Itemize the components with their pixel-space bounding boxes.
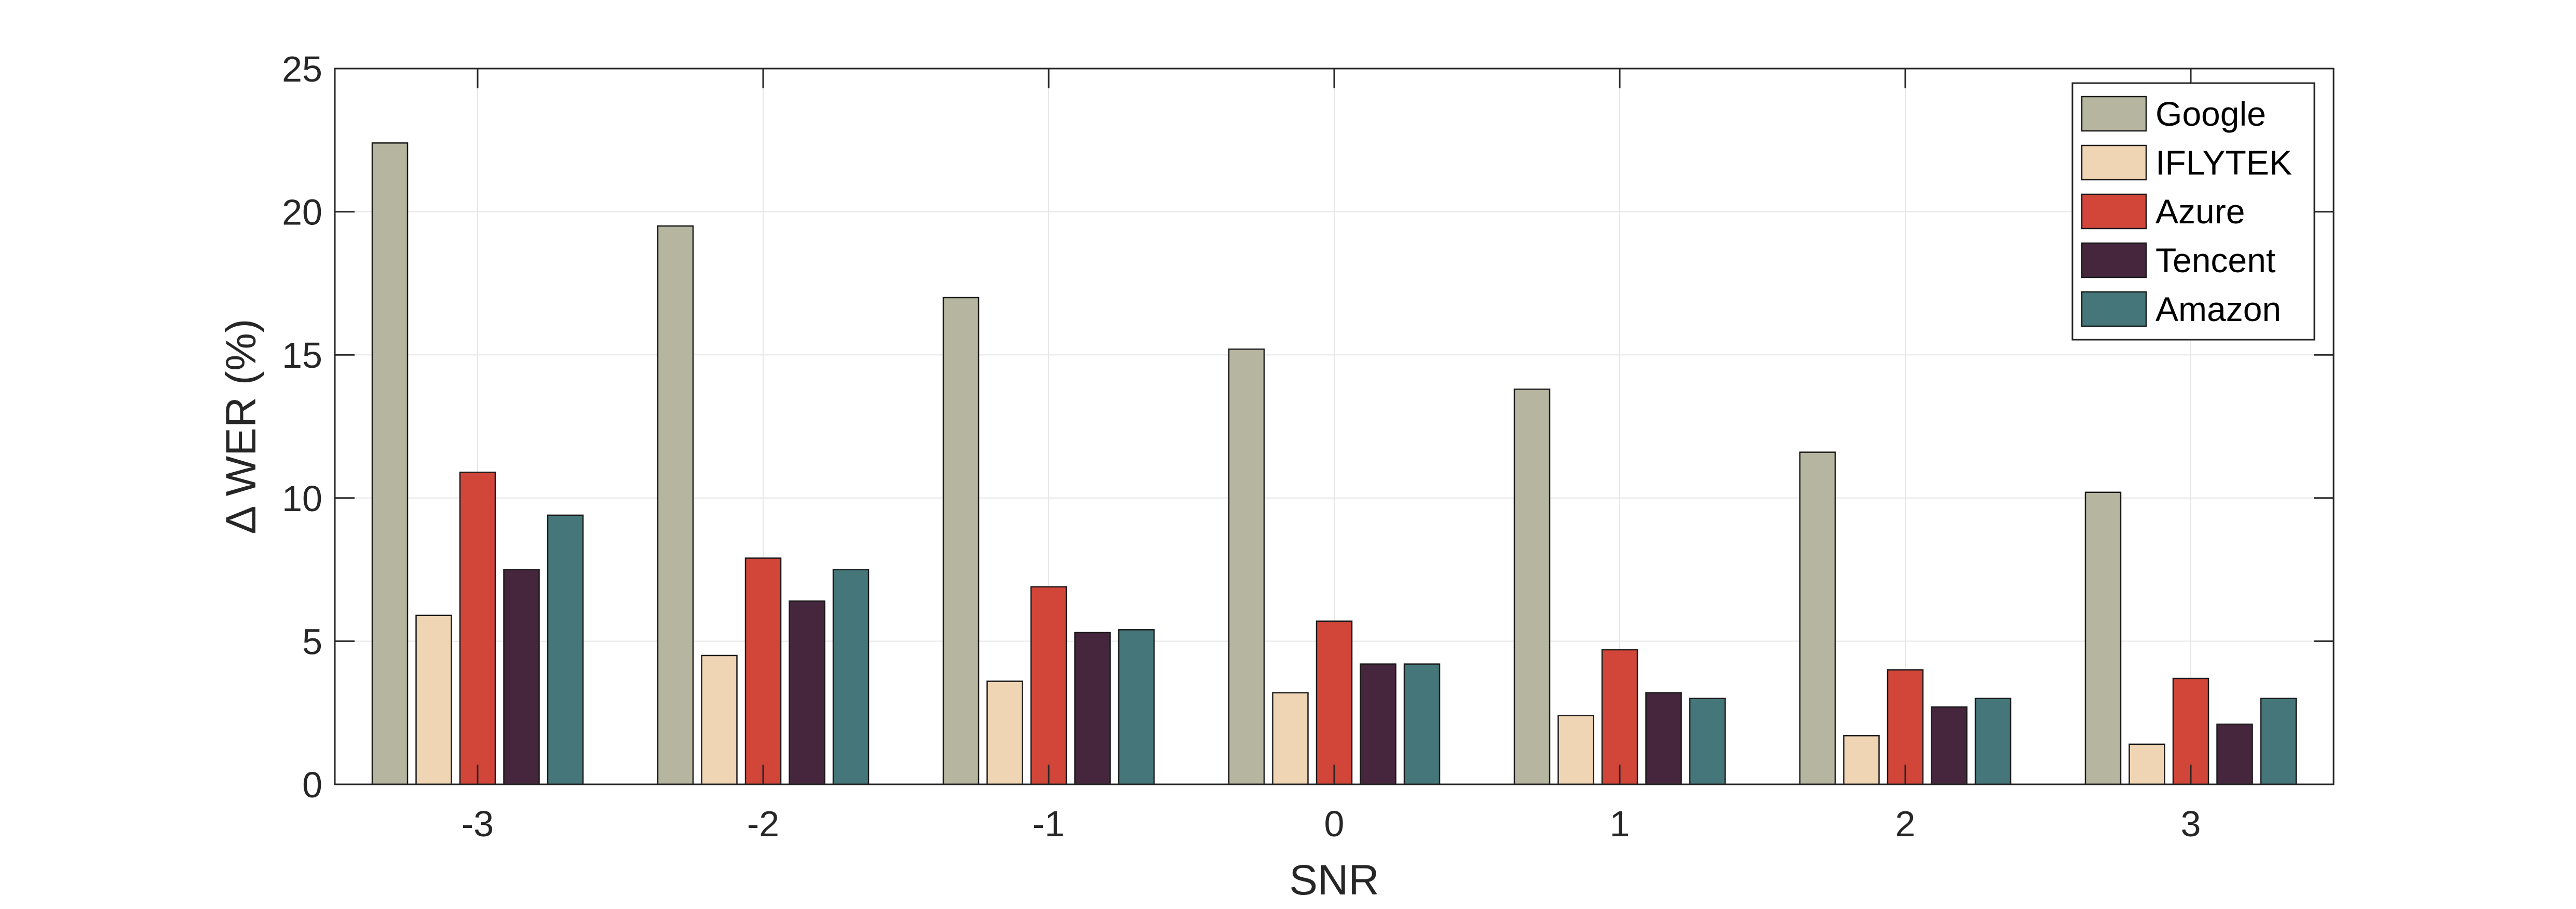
legend-label-amazon: Amazon — [2155, 290, 2281, 328]
legend: Google IFLYTEK Azure Tencent Amazon — [2071, 82, 2315, 341]
bar-google--1 — [942, 297, 980, 785]
bar-amazon-0 — [1403, 663, 1441, 785]
x-axis-label: SNR — [1289, 857, 1379, 904]
bar-amazon-3 — [2260, 698, 2297, 785]
y-tick-label: 5 — [302, 621, 322, 662]
legend-swatch-iflytek — [2081, 144, 2147, 181]
bar-tencent--1 — [1074, 632, 1111, 785]
bar-tencent-3 — [2216, 723, 2253, 785]
bar-tencent-0 — [1360, 663, 1397, 785]
bar-google-0 — [1228, 348, 1265, 785]
y-tick-label: 10 — [282, 478, 322, 519]
bar-google--3 — [371, 142, 409, 785]
bar-azure-0 — [1316, 620, 1353, 785]
legend-swatch-tencent — [2081, 242, 2147, 278]
bar-amazon-2 — [1974, 698, 2012, 785]
legend-label-azure: Azure — [2155, 192, 2245, 231]
y-tick-label: 15 — [282, 335, 322, 376]
bar-amazon--1 — [1118, 629, 1155, 785]
legend-label-tencent: Tencent — [2155, 241, 2275, 279]
legend-label-iflytek: IFLYTEK — [2155, 143, 2292, 182]
bar-amazon--2 — [832, 569, 870, 785]
y-tick-label: 25 — [282, 49, 322, 89]
y-axis-label: Δ WER (%) — [218, 319, 265, 534]
bar-iflytek--1 — [986, 680, 1023, 785]
bars — [371, 142, 2297, 785]
bar-tencent--3 — [503, 569, 540, 785]
y-tick-labels: 0 5 10 15 20 25 — [282, 49, 322, 805]
x-tick-label: 1 — [1610, 804, 1630, 844]
x-tick-label: 0 — [1324, 804, 1345, 844]
bar-azure--1 — [1030, 586, 1067, 785]
legend-swatch-amazon — [2081, 291, 2147, 327]
bar-tencent-2 — [1931, 706, 1968, 785]
bar-azure--3 — [459, 471, 496, 785]
bar-iflytek--2 — [701, 654, 738, 785]
bar-google--2 — [657, 225, 694, 785]
bar-amazon--3 — [547, 514, 584, 785]
bar-iflytek-3 — [2128, 743, 2165, 785]
x-tick-label: 2 — [1895, 804, 1916, 844]
x-tick-label: -3 — [462, 804, 494, 844]
bar-google-2 — [1799, 451, 1836, 785]
legend-swatch-azure — [2081, 193, 2147, 230]
bar-amazon-1 — [1689, 698, 1726, 785]
bar-azure--2 — [744, 557, 782, 785]
bar-google-3 — [2084, 491, 2122, 785]
bar-iflytek-2 — [1843, 735, 1880, 785]
bar-google-1 — [1513, 389, 1551, 785]
x-tick-labels: -3 -2 -1 0 1 2 3 — [462, 804, 2201, 844]
y-tick-label: 20 — [282, 192, 322, 233]
bar-tencent-1 — [1645, 692, 1682, 785]
legend-label-google: Google — [2155, 95, 2266, 133]
bar-azure-1 — [1601, 649, 1638, 785]
x-tick-label: -2 — [747, 804, 779, 844]
bar-iflytek--3 — [415, 614, 452, 785]
x-tick-label: 3 — [2181, 804, 2201, 844]
x-tick-label: -1 — [1033, 804, 1065, 844]
legend-swatch-google — [2081, 96, 2147, 132]
y-tick-label: 0 — [302, 765, 322, 805]
bar-tencent--2 — [789, 600, 825, 785]
bar-iflytek-1 — [1557, 715, 1594, 785]
bar-iflytek-0 — [1272, 692, 1309, 785]
